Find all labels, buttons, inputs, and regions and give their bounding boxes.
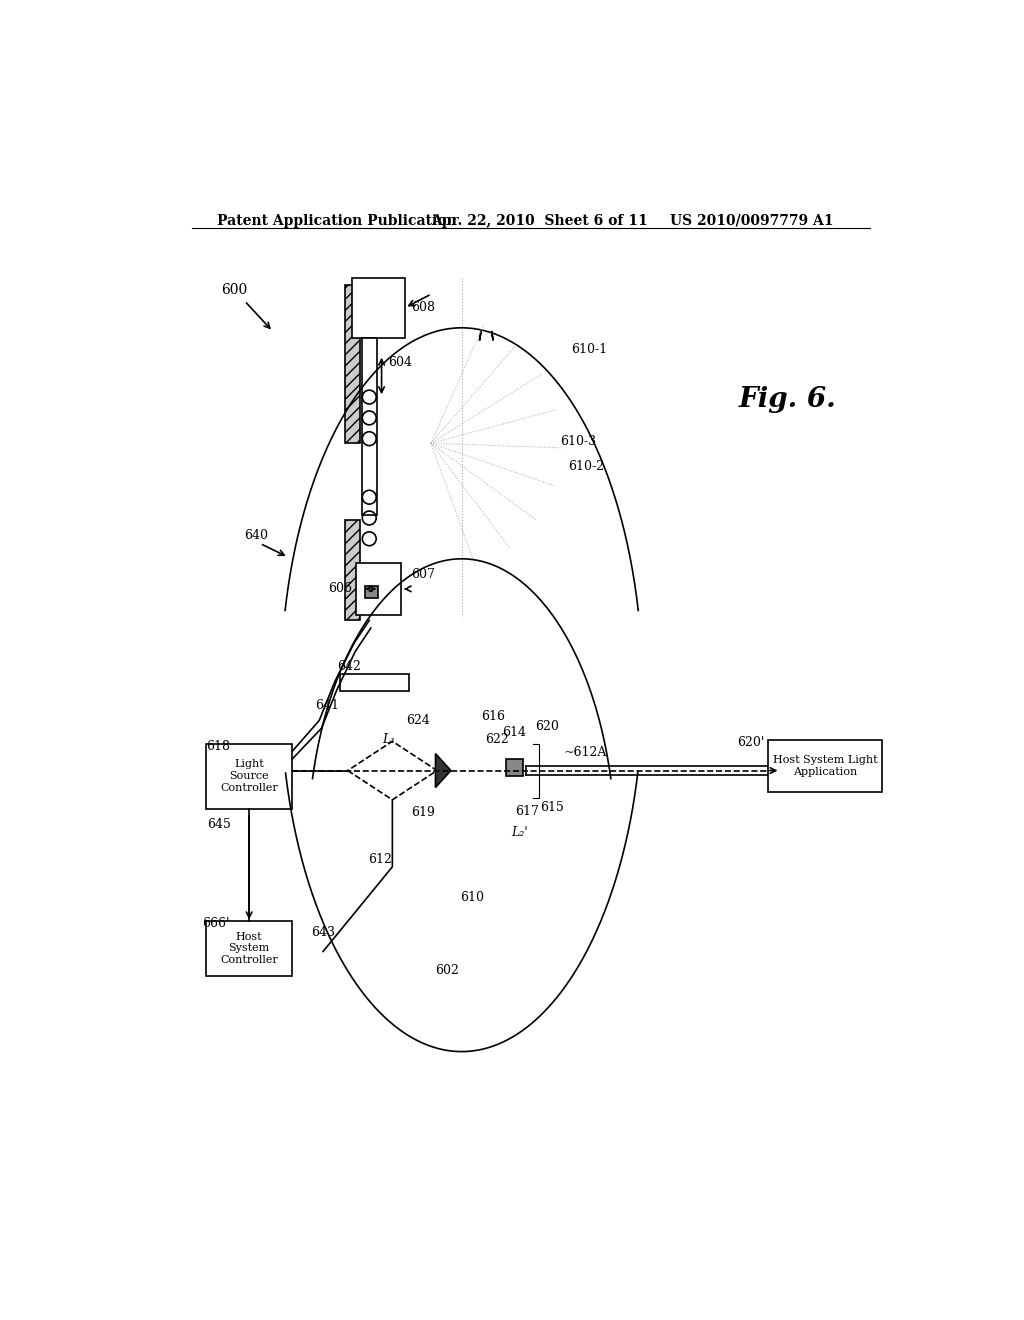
Text: 615: 615	[541, 801, 564, 814]
Bar	[506, 759, 523, 776]
Text: 608: 608	[411, 301, 435, 314]
Bar	[356, 562, 400, 615]
Bar	[352, 277, 404, 338]
Bar	[768, 739, 882, 792]
Text: 602: 602	[435, 964, 459, 977]
Bar	[340, 675, 410, 692]
Text: Host
System
Controller: Host System Controller	[220, 932, 278, 965]
Text: 641: 641	[315, 698, 339, 711]
Text: 643: 643	[311, 925, 336, 939]
Text: 606: 606	[329, 582, 352, 595]
Text: 620': 620'	[737, 737, 764, 748]
Text: 622: 622	[484, 733, 509, 746]
Polygon shape	[435, 754, 451, 788]
Text: Patent Application Publication: Patent Application Publication	[217, 214, 457, 228]
Text: 604: 604	[388, 356, 413, 370]
Text: L₂': L₂'	[511, 825, 527, 838]
Text: 610-3: 610-3	[560, 436, 596, 449]
Bar	[361, 338, 377, 515]
Bar	[345, 520, 360, 620]
Bar	[366, 586, 378, 598]
Text: 607: 607	[412, 568, 435, 581]
Bar	[206, 921, 292, 977]
Text: 616: 616	[481, 710, 505, 723]
Text: US 2010/0097779 A1: US 2010/0097779 A1	[670, 214, 834, 228]
Text: 610-1: 610-1	[571, 343, 607, 356]
Text: Fig. 6.: Fig. 6.	[739, 385, 837, 413]
Text: 642: 642	[337, 660, 360, 673]
Text: 610-2: 610-2	[568, 459, 604, 473]
Text: 624: 624	[407, 714, 430, 727]
Text: 612: 612	[368, 853, 391, 866]
Text: 614: 614	[502, 726, 525, 739]
Text: 620: 620	[535, 721, 559, 733]
Text: 619: 619	[412, 807, 435, 820]
Bar	[345, 285, 360, 444]
Text: 640: 640	[245, 529, 268, 543]
Text: ~612A: ~612A	[563, 746, 606, 759]
Bar	[206, 743, 292, 809]
Text: 618: 618	[206, 739, 230, 752]
Text: Host System Light
Application: Host System Light Application	[773, 755, 878, 776]
Text: Apr. 22, 2010  Sheet 6 of 11: Apr. 22, 2010 Sheet 6 of 11	[431, 214, 647, 228]
Text: 666': 666'	[202, 917, 229, 929]
Text: 610: 610	[460, 891, 484, 904]
Text: 600: 600	[221, 284, 248, 297]
Text: Light
Source
Controller: Light Source Controller	[220, 759, 278, 792]
Text: 645: 645	[208, 818, 231, 832]
Text: L₁: L₁	[382, 733, 395, 746]
Text: 617: 617	[515, 805, 540, 818]
